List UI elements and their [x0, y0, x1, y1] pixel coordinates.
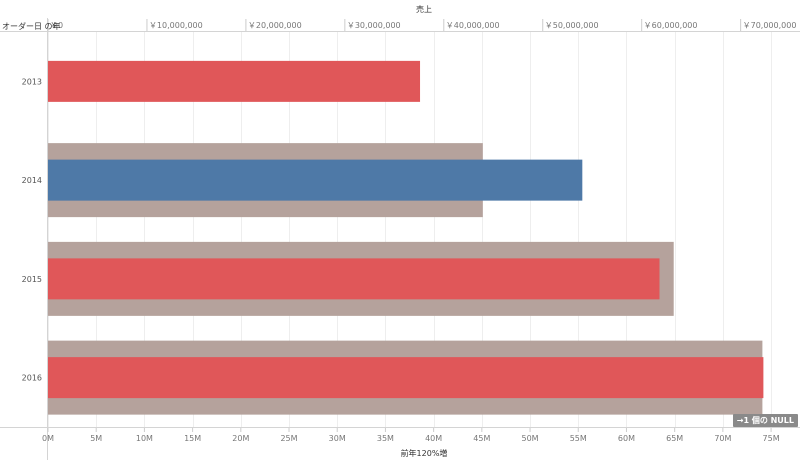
bottom-tick-label-11: 55M	[570, 434, 587, 443]
top-tick-label-4: ￥40,000,000	[446, 21, 500, 30]
year-label-2014: 2014	[22, 176, 42, 185]
bottom-tick-label-10: 50M	[522, 434, 539, 443]
top-axis-title: 売上	[416, 4, 432, 14]
top-tick-label-7: ￥70,000,000	[743, 21, 797, 30]
bottom-tick-label-2: 10M	[136, 434, 153, 443]
bottom-tick-label-5: 25M	[280, 434, 297, 443]
bottom-tick-label-15: 75M	[763, 434, 780, 443]
bottom-axis-ticks: 0M 5M 10M 15M 20M 25M 30M 35M 40M 45M 50M 55M 60M 65M…	[42, 428, 780, 443]
bottom-tick-label-12: 60M	[618, 434, 635, 443]
bottom-tick-label-0: 0M	[42, 434, 54, 443]
bottom-tick-label-7: 35M	[377, 434, 394, 443]
top-tick-label-2: ￥20,000,000	[248, 21, 302, 30]
top-tick-label-1: ￥10,000,000	[149, 21, 203, 30]
chart-frame	[0, 18, 800, 460]
sales-bars	[48, 60, 764, 399]
row-header: オーダー日 の年	[2, 21, 61, 31]
top-tick-label-0: ￥0	[50, 21, 63, 30]
top-axis-ticks: ￥0 ￥10,000,000 ￥20,000,000 ￥30,000,000 ￥40,0…	[47, 19, 797, 31]
sales-bar-2015	[48, 258, 660, 300]
top-tick-label-5: ￥50,000,000	[545, 21, 599, 30]
null-indicator-badge[interactable]: →1 個の NULL	[732, 414, 798, 427]
sales-bar-2014	[48, 159, 583, 201]
year-label-2013: 2013	[22, 77, 42, 86]
sales-bar-2013	[48, 60, 421, 102]
bottom-tick-label-1: 5M	[90, 434, 102, 443]
bottom-axis-title: 前年120%増	[401, 448, 448, 458]
sales-bar-2016	[48, 357, 764, 399]
bottom-tick-label-4: 20M	[232, 434, 249, 443]
bottom-tick-label-6: 30M	[329, 434, 346, 443]
bottom-tick-label-3: 15M	[184, 434, 201, 443]
bottom-tick-label-13: 65M	[666, 434, 683, 443]
top-tick-label-6: ￥60,000,000	[644, 21, 698, 30]
top-tick-label-3: ￥30,000,000	[347, 21, 401, 30]
year-label-2016: 2016	[22, 374, 42, 383]
year-label-2015: 2015	[22, 275, 42, 284]
bottom-tick-label-9: 45M	[473, 434, 490, 443]
year-labels: 2013 2014 2015 2016	[22, 77, 42, 382]
bottom-tick-label-8: 40M	[425, 434, 442, 443]
bottom-tick-label-14: 70M	[714, 434, 731, 443]
